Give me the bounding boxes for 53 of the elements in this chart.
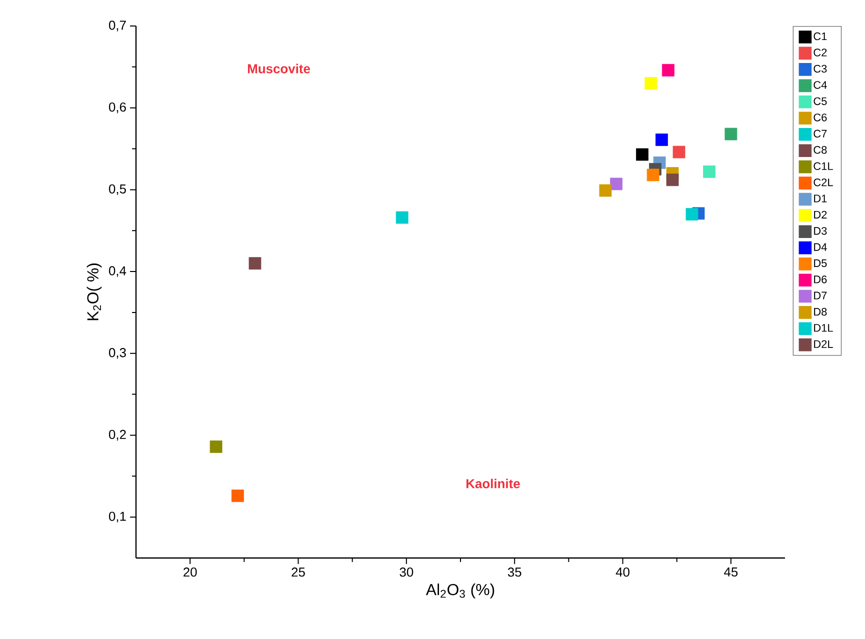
x-tick-label: 25 [292, 568, 305, 577]
legend-label: C8 [814, 146, 827, 154]
legend-label: C5 [814, 97, 827, 106]
point [248, 257, 262, 270]
point [672, 146, 686, 158]
legend-label: D2 [814, 210, 827, 218]
legend-label: C1 [814, 32, 827, 40]
point [396, 211, 408, 224]
y-tick-label: 0,3 [108, 348, 126, 359]
legend-label: D5 [814, 259, 827, 268]
legend-label: D7 [814, 292, 827, 300]
legend-label: D1 [814, 194, 827, 202]
point [636, 148, 648, 161]
legend-label: C1L [814, 162, 833, 170]
legend-label: D2L [814, 340, 833, 348]
point [210, 440, 222, 453]
annotation: Kaolinite [466, 478, 520, 488]
annotation: Muscovite [248, 64, 310, 74]
y-tick-label: 0,5 [108, 184, 126, 196]
legend-label: D8 [814, 308, 827, 316]
x-tick-label: 35 [508, 568, 522, 577]
x-tick-label: 45 [724, 568, 738, 577]
legend-label: C4 [814, 81, 827, 89]
point [686, 208, 698, 220]
point [724, 128, 738, 140]
point [231, 490, 244, 502]
point [610, 178, 622, 190]
y-tick-label: 0,4 [108, 266, 126, 277]
legend-label: D1L [814, 324, 833, 332]
x-tick-label: 20 [184, 568, 197, 577]
legend-label: C6 [814, 114, 827, 122]
legend-label: C2 [814, 48, 827, 56]
point [703, 165, 716, 178]
point [666, 174, 679, 186]
legend-label: C3 [814, 64, 827, 73]
point [644, 77, 658, 90]
legend-label: C7 [814, 130, 827, 138]
x-axis-title: Al$_{2}$O$_{3}$ (%) [426, 584, 494, 598]
y-axis-title: K$_{2}$O( %) [86, 264, 102, 320]
point [646, 168, 660, 182]
point [599, 184, 612, 197]
y-tick-label: 0,2 [108, 430, 126, 441]
y-tick-label: 0,1 [108, 512, 126, 522]
y-tick-label: 0,7 [108, 20, 126, 32]
legend-label: D3 [814, 227, 827, 235]
y-tick-label: 0,6 [108, 102, 126, 114]
legend-label: D4 [814, 243, 827, 251]
x-tick-label: 40 [616, 568, 630, 577]
point [662, 64, 674, 76]
x-tick-label: 30 [400, 568, 414, 577]
legend-label: C2L [814, 178, 833, 186]
point [655, 134, 668, 146]
legend-label: D6 [814, 276, 827, 284]
